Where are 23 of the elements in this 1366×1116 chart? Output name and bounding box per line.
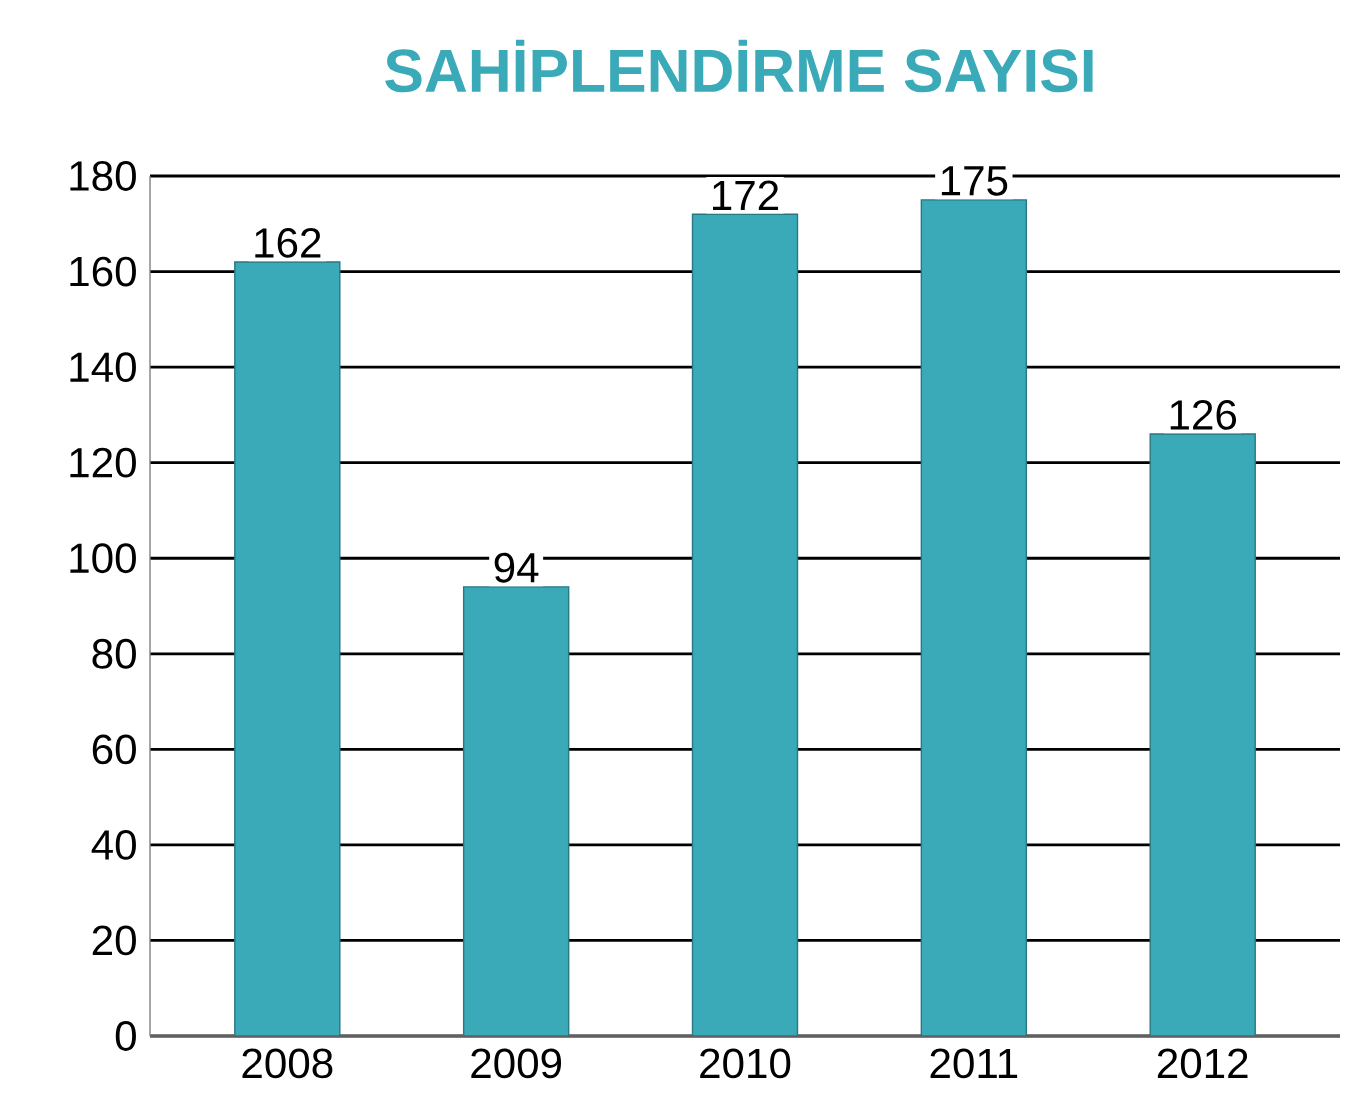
- x-tick-label: 2009: [471, 1048, 562, 1079]
- y-tick-label: 40: [91, 829, 136, 860]
- data-label: 126: [1170, 399, 1237, 430]
- y-tick-label: 180: [70, 161, 136, 191]
- bar: [1149, 433, 1256, 1037]
- x-tick-label: 2010: [700, 1048, 791, 1079]
- y-tick-label: 100: [70, 543, 136, 574]
- y-tick-label: 120: [70, 447, 136, 478]
- data-label: 94: [494, 552, 539, 583]
- y-tick-label: 160: [70, 256, 136, 287]
- y-tick-label: 80: [92, 638, 136, 669]
- y-tick-label: 20: [92, 925, 136, 956]
- x-tick-label: 2011: [930, 1048, 1018, 1079]
- bar: [234, 261, 341, 1037]
- x-tick-label: 2012: [1157, 1048, 1248, 1079]
- y-tick-label: 0: [115, 1021, 136, 1051]
- y-tick-label: 60: [92, 734, 136, 765]
- chart-title: SAHİPLENDİRME SAYISI: [385, 39, 1093, 93]
- y-tick-label: 140: [70, 352, 136, 383]
- data-label: 175: [941, 166, 1008, 196]
- x-tick-label: 2008: [242, 1048, 333, 1079]
- data-label: 162: [255, 227, 321, 258]
- data-label: 172: [713, 180, 779, 211]
